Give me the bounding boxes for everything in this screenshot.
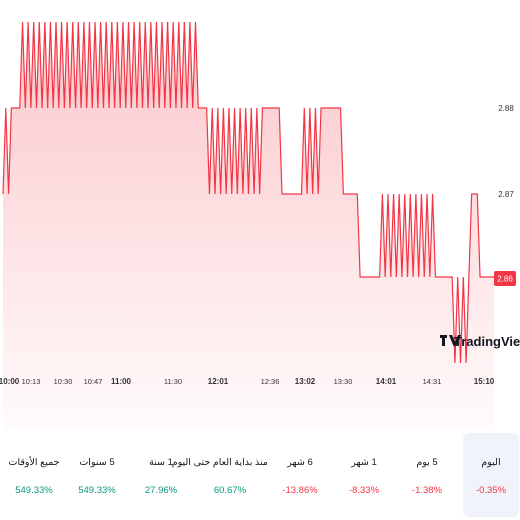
x-tick-label: 13:30 <box>334 377 353 386</box>
performance-period-value: 60.67% <box>213 485 247 496</box>
price-line <box>2 21 494 364</box>
performance-period-button[interactable]: 5 سنوات 549.33% <box>69 433 125 517</box>
x-tick-label: 10:47 <box>84 377 103 386</box>
x-tick-label: 12:36 <box>261 377 280 386</box>
performance-period-value: 549.33% <box>78 485 116 496</box>
x-tick-label: 14:31 <box>423 377 442 386</box>
x-tick-label: 10:00 <box>0 377 20 386</box>
last-price-label: 2.86 <box>497 275 513 284</box>
tradingview-logo-text: TradingView <box>454 334 520 349</box>
x-tick-label: 11:00 <box>111 377 132 386</box>
x-tick-label: 11:30 <box>164 377 182 386</box>
x-tick-label: 15:10 <box>474 377 495 386</box>
performance-period-value: -0.35% <box>475 485 507 496</box>
performance-period-value: 27.96% <box>144 485 178 496</box>
y-axis: 2.88 2.87 <box>498 104 514 199</box>
x-tick-label: 10:30 <box>54 377 73 386</box>
performance-period-label: 1 سنة <box>149 457 173 468</box>
performance-period-button[interactable]: منذ بداية العام حتى اليوم 60.67% <box>172 433 268 517</box>
tradingview-watermark[interactable]: TradingView <box>440 334 520 349</box>
y-tick-label: 2.87 <box>498 190 514 199</box>
performance-period-label: جميع الأوقات <box>8 457 60 468</box>
x-tick-label: 12:01 <box>208 377 229 386</box>
x-tick-label: 10:13 <box>22 377 41 386</box>
performance-period-value: 549.33% <box>15 485 53 496</box>
performance-period-label: 5 سنوات <box>79 457 115 468</box>
performance-period-label: 5 يوم <box>416 457 438 468</box>
performance-period-button[interactable]: اليوم -0.35% <box>463 433 519 517</box>
performance-period-label: 6 شهر <box>287 457 313 468</box>
last-price-tag: 2.86 <box>494 271 516 286</box>
performance-period-button[interactable]: 5 يوم -1.38% <box>399 433 455 517</box>
performance-period-button[interactable]: جميع الأوقات 549.33% <box>6 433 62 517</box>
performance-period-button[interactable]: 1 سنة 27.96% <box>133 433 189 517</box>
performance-period-value: -8.33% <box>348 485 380 496</box>
tradingview-logo-icon <box>440 335 461 346</box>
y-tick-label: 2.88 <box>498 104 514 113</box>
performance-period-label: اليوم <box>481 457 501 468</box>
performance-period-label: 1 شهر <box>351 457 377 468</box>
performance-period-button[interactable]: 6 شهر -13.86% <box>272 433 328 517</box>
x-tick-label: 13:02 <box>295 377 316 386</box>
performance-bar: اليوم -0.35% 5 يوم -1.38% 1 شهر -8.33% 6 شهر -1… <box>0 433 520 520</box>
performance-period-button[interactable]: 1 شهر -8.33% <box>336 433 392 517</box>
x-axis: 10:00 10:13 10:30 10:47 11:00 11:30 12:01 12:36… <box>0 377 495 386</box>
price-area-fill <box>3 22 494 430</box>
performance-period-label: منذ بداية العام حتى اليوم <box>171 457 268 468</box>
performance-period-value: -1.38% <box>411 485 443 496</box>
performance-period-value: -13.86% <box>282 485 318 496</box>
x-tick-label: 14:01 <box>376 377 397 386</box>
